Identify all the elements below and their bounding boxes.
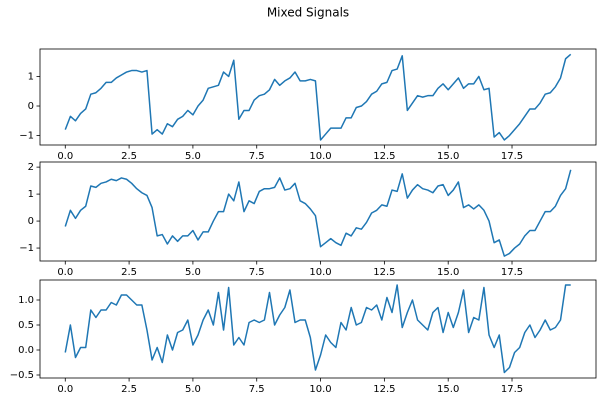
- figure-title: Mixed Signals: [267, 6, 349, 20]
- x-tick-label: 10.0: [309, 151, 331, 162]
- y-tick-label: 1.0: [18, 295, 34, 306]
- signal-line: [64, 284, 571, 374]
- y-tick-label: 0.5: [18, 320, 34, 331]
- x-tick-label: 15.0: [437, 384, 459, 395]
- y-tick-label: 1: [28, 71, 34, 82]
- x-tick-label: 5.0: [185, 151, 201, 162]
- x-tick-label: 12.5: [373, 151, 395, 162]
- x-tick-label: 7.5: [249, 151, 265, 162]
- y-tick-label: 0: [28, 101, 34, 112]
- signal-line: [64, 53, 572, 141]
- y-tick-label: −1: [19, 131, 34, 142]
- x-tick-label: 5.0: [185, 384, 201, 395]
- x-tick-label: 10.0: [309, 267, 331, 278]
- x-tick-label: 12.5: [373, 384, 395, 395]
- x-tick-label: 0.0: [57, 151, 73, 162]
- x-tick-label: 2.5: [121, 267, 137, 278]
- x-tick-label: 12.5: [373, 267, 395, 278]
- axes-frame: [39, 279, 597, 379]
- y-tick-label: −1: [19, 243, 34, 254]
- x-tick-label: 7.5: [249, 267, 265, 278]
- y-tick-label: 0: [28, 216, 34, 227]
- x-tick-label: 17.5: [501, 267, 523, 278]
- axes-frame: [39, 48, 597, 146]
- x-tick-label: 5.0: [185, 267, 201, 278]
- x-tick-label: 15.0: [437, 151, 459, 162]
- x-tick-label: 17.5: [501, 151, 523, 162]
- x-tick-label: 0.0: [57, 384, 73, 395]
- x-tick-label: 7.5: [249, 384, 265, 395]
- signal-line: [64, 169, 572, 257]
- x-tick-label: 2.5: [121, 384, 137, 395]
- x-tick-label: 0.0: [57, 267, 73, 278]
- x-tick-label: 2.5: [121, 151, 137, 162]
- x-tick-label: 15.0: [437, 267, 459, 278]
- y-tick-label: 1: [28, 189, 34, 200]
- y-tick-label: 2: [28, 162, 34, 173]
- x-tick-label: 17.5: [501, 384, 523, 395]
- x-tick-label: 10.0: [309, 384, 331, 395]
- y-tick-label: 0.0: [18, 345, 34, 356]
- axes-frame: [39, 161, 597, 262]
- y-tick-label: −0.5: [10, 370, 34, 381]
